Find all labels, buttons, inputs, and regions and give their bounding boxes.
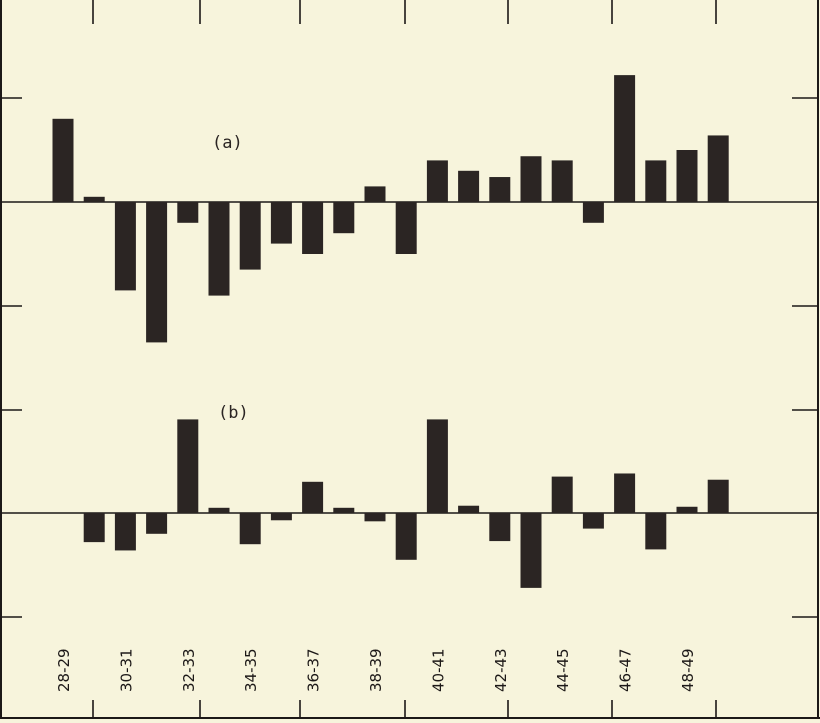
x-axis-label-30-31: 30-31 bbox=[117, 648, 135, 692]
bar-panel-1-38-39 bbox=[364, 186, 386, 202]
bar-panel-2-44-45 bbox=[551, 476, 573, 513]
bar-panel-2-36-37 bbox=[302, 481, 324, 513]
bar-panel-2-43-44 bbox=[520, 513, 542, 588]
bar-panel-1-34-35 bbox=[239, 202, 261, 270]
bar-panel-2-33-34 bbox=[208, 507, 230, 513]
x-axis-label-44-45: 44-45 bbox=[554, 648, 572, 692]
panel-label-2: (b) bbox=[218, 403, 249, 423]
bar-panel-2-30-31 bbox=[114, 513, 136, 551]
bar-panel-2-41-42 bbox=[458, 505, 480, 513]
bar-panel-1-35-36 bbox=[270, 202, 292, 244]
bar-panel-2-29-30 bbox=[83, 513, 105, 543]
bar-panel-2-45-46 bbox=[582, 513, 604, 529]
bar-panel-1-47-48 bbox=[645, 160, 667, 202]
x-axis-label-48-49: 48-49 bbox=[679, 648, 697, 692]
bar-panel-1-44-45 bbox=[551, 160, 573, 202]
x-axis-label-36-37: 36-37 bbox=[305, 648, 323, 692]
bar-panel-2-47-48 bbox=[645, 513, 667, 550]
bar-panel-2-38-39 bbox=[364, 513, 386, 522]
x-axis-label-34-35: 34-35 bbox=[242, 648, 260, 692]
bar-panel-1-36-37 bbox=[302, 202, 324, 254]
bar-panel-1-40-41 bbox=[426, 160, 448, 202]
panel-label-1: (a) bbox=[212, 133, 243, 153]
bar-panel-1-29-30 bbox=[83, 196, 105, 202]
bar-panel-1-31-32 bbox=[146, 202, 168, 343]
bar-panel-2-39-40 bbox=[395, 513, 417, 560]
bar-panel-1-28-29 bbox=[52, 118, 74, 202]
bar-panel-2-40-41 bbox=[426, 419, 448, 513]
bar-panel-1-43-44 bbox=[520, 156, 542, 202]
x-axis-label-42-43: 42-43 bbox=[492, 648, 510, 692]
x-axis-label-40-41: 40-41 bbox=[429, 648, 447, 692]
x-axis-label-46-47: 46-47 bbox=[617, 648, 635, 692]
bar-panel-1-41-42 bbox=[458, 170, 480, 202]
bar-panel-1-46-47 bbox=[614, 75, 636, 202]
x-axis-label-32-33: 32-33 bbox=[180, 648, 198, 692]
bar-panel-2-49-50 bbox=[707, 479, 729, 513]
bar-panel-1-32-33 bbox=[177, 202, 199, 223]
bar-panel-1-45-46 bbox=[582, 202, 604, 223]
bar-panel-1-30-31 bbox=[114, 202, 136, 291]
bar-panel-1-48-49 bbox=[676, 150, 698, 202]
bar-panel-1-33-34 bbox=[208, 202, 230, 296]
bar-panel-2-34-35 bbox=[239, 513, 261, 545]
bar-panel-2-37-38 bbox=[333, 507, 355, 513]
x-axis-label-38-39: 38-39 bbox=[367, 648, 385, 692]
bar-panel-2-46-47 bbox=[614, 473, 636, 513]
bar-panel-1-49-50 bbox=[707, 135, 729, 202]
bar-panel-2-42-43 bbox=[489, 513, 511, 542]
bar-panel-2-48-49 bbox=[676, 506, 698, 513]
bar-panel-1-39-40 bbox=[395, 202, 417, 254]
bar-panel-2-31-32 bbox=[146, 513, 168, 534]
bar-panel-1-42-43 bbox=[489, 177, 511, 202]
bar-panel-1-37-38 bbox=[333, 202, 355, 234]
bar-panel-2-35-36 bbox=[270, 513, 292, 521]
bar-panel-2-32-33 bbox=[177, 419, 199, 513]
x-axis-label-28-29: 28-29 bbox=[55, 648, 73, 692]
